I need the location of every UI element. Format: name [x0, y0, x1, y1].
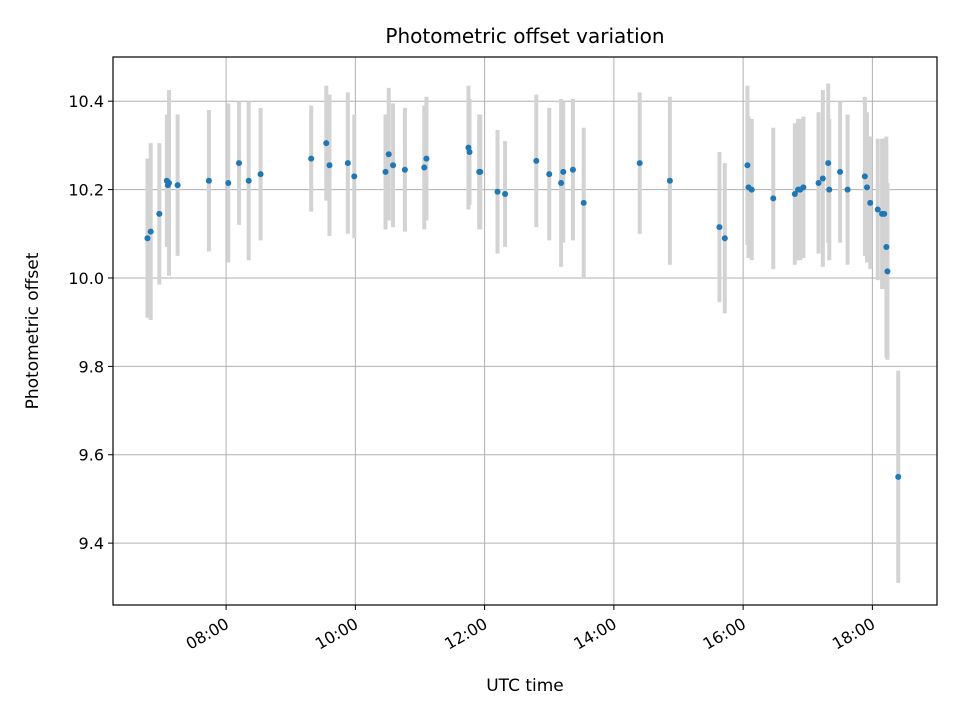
data-point	[569, 166, 576, 173]
data-point	[815, 179, 822, 186]
data-point	[245, 177, 252, 184]
data-point	[323, 140, 330, 147]
data-point	[748, 186, 755, 193]
data-point	[326, 162, 333, 169]
data-point	[721, 235, 728, 242]
data-point	[636, 160, 643, 167]
data-point	[382, 168, 389, 175]
data-point	[770, 195, 777, 202]
chart-title: Photometric offset variation	[385, 24, 664, 48]
data-point	[236, 160, 243, 167]
data-point	[837, 168, 844, 175]
data-point	[881, 210, 888, 217]
data-point	[156, 210, 163, 217]
data-point	[502, 191, 509, 197]
data-point	[166, 179, 173, 186]
data-point	[791, 191, 798, 197]
data-point	[800, 184, 807, 191]
data-point	[257, 171, 264, 178]
y-tick-label: 9.8	[79, 357, 104, 376]
data-point	[580, 199, 587, 206]
data-point	[825, 160, 832, 167]
data-point	[344, 160, 351, 167]
y-tick-label: 9.4	[79, 534, 104, 553]
data-point	[826, 186, 833, 193]
y-tick-label: 9.6	[79, 446, 104, 465]
data-point	[477, 168, 484, 175]
data-point	[147, 228, 154, 235]
plot-frame	[112, 56, 938, 606]
data-point	[895, 473, 902, 480]
data-point	[546, 171, 553, 178]
data-point	[874, 206, 881, 213]
data-point	[861, 173, 868, 180]
data-point	[744, 162, 751, 169]
data-point	[884, 268, 891, 275]
data-point	[666, 177, 673, 184]
data-point	[844, 186, 851, 193]
data-point	[558, 179, 565, 186]
data-point	[385, 151, 392, 158]
y-tick-label: 10.2	[68, 181, 104, 200]
data-point	[716, 224, 723, 231]
data-point	[390, 162, 397, 169]
y-axis-label: Photometric offset	[23, 252, 43, 409]
data-point	[174, 182, 181, 189]
data-point	[205, 177, 212, 184]
data-point	[351, 173, 358, 180]
data-point	[863, 184, 870, 191]
data-points	[144, 140, 902, 480]
data-point	[819, 175, 826, 182]
data-point	[401, 166, 408, 173]
data-point	[867, 199, 874, 206]
y-tick-label: 10.0	[68, 269, 104, 288]
x-axis-label: UTC time	[486, 676, 564, 696]
y-tick-label: 10.4	[68, 92, 104, 111]
data-point	[144, 235, 151, 242]
data-point	[423, 155, 430, 162]
data-point	[225, 179, 232, 186]
data-point	[421, 164, 428, 171]
data-point	[466, 149, 473, 156]
data-point	[883, 244, 890, 251]
y-axis: 9.4 9.6 9.8 10.0 10.2 10.4	[68, 92, 113, 553]
data-point	[308, 155, 315, 162]
data-point	[494, 188, 501, 195]
data-point	[533, 157, 540, 164]
data-point	[560, 168, 567, 175]
